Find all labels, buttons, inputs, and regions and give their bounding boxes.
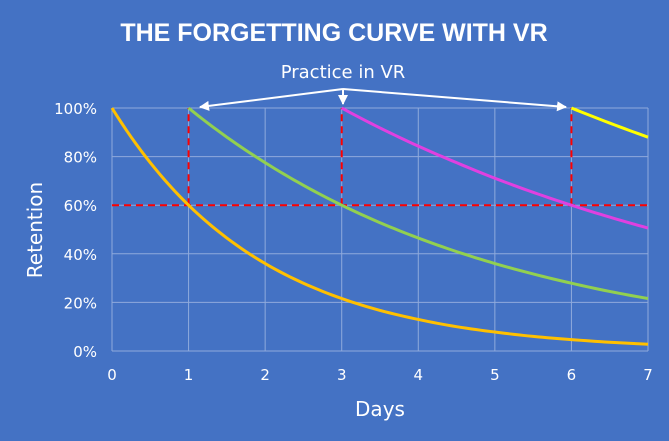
x-tick-label: 0 <box>107 366 117 384</box>
x-tick-label: 1 <box>184 366 194 384</box>
x-tick-label: 6 <box>567 366 577 384</box>
x-tick-label: 4 <box>414 366 424 384</box>
y-tick-label: 40% <box>64 246 97 264</box>
y-tick-label: 0% <box>73 343 97 361</box>
x-tick-label: 2 <box>260 366 270 384</box>
x-tick-label: 5 <box>490 366 500 384</box>
series-line-3 <box>570 106 649 139</box>
chart-title: THE FORGETTING CURVE WITH VR <box>120 19 547 47</box>
annotation-label: Practice in VR <box>281 62 406 83</box>
y-tick-label: 60% <box>64 197 97 215</box>
series-line-2 <box>341 106 649 230</box>
series-line-1 <box>187 106 649 300</box>
arrow-day1 <box>199 88 344 111</box>
x-axis-label: Days <box>355 397 405 421</box>
x-tick-label: 7 <box>643 366 653 384</box>
practice-arrows <box>199 88 567 112</box>
x-tick-label: 3 <box>337 366 347 384</box>
y-axis-label: Retention <box>23 182 47 278</box>
y-tick-label: 100% <box>54 100 97 118</box>
y-tick-label: 20% <box>64 294 97 312</box>
arrow-day6 <box>342 88 567 112</box>
series-line-0 <box>110 107 649 346</box>
y-tick-label: 80% <box>64 149 97 167</box>
